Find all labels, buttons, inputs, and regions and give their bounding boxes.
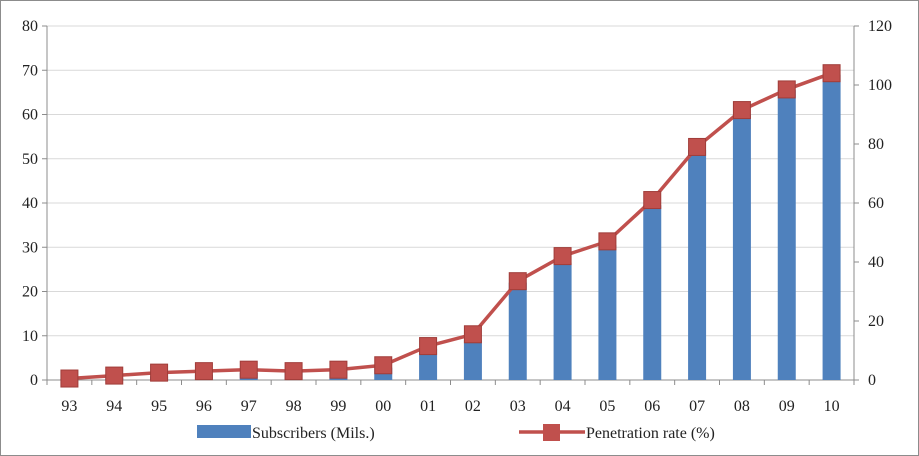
x-axis-tick-label: 94 bbox=[106, 398, 122, 415]
x-axis-tick-label: 06 bbox=[644, 398, 660, 415]
bar-subscribers bbox=[419, 349, 438, 380]
bar-subscribers bbox=[553, 262, 572, 380]
left-axis-tick-label: 20 bbox=[22, 284, 38, 301]
bar-subscribers bbox=[463, 340, 482, 380]
left-axis-tick-label: 70 bbox=[22, 62, 38, 79]
left-axis-tick-label: 50 bbox=[22, 151, 38, 168]
penetration-rate-point bbox=[688, 137, 707, 156]
penetration-rate-point bbox=[643, 191, 662, 210]
bar-series bbox=[60, 74, 841, 381]
axes bbox=[42, 25, 859, 385]
penetration-rate-point bbox=[598, 232, 617, 251]
bar-subscribers bbox=[643, 205, 662, 380]
penetration-rate-point bbox=[822, 64, 841, 83]
left-axis-tick-label: 60 bbox=[22, 107, 38, 124]
x-axis-tick-label: 98 bbox=[286, 398, 302, 415]
bar-subscribers bbox=[598, 245, 617, 380]
legend: Subscribers (Mils.) Penetration rate (%) bbox=[197, 424, 715, 442]
x-axis-tick-label: 07 bbox=[689, 398, 705, 415]
x-axis-tick-label: 95 bbox=[151, 398, 167, 415]
x-axis-tick-label: 10 bbox=[824, 398, 840, 415]
x-axis-tick-label: 01 bbox=[420, 398, 436, 415]
legend-label-subscribers: Subscribers (Mils.) bbox=[252, 425, 375, 442]
penetration-rate-line bbox=[69, 71, 833, 381]
penetration-rate-point bbox=[374, 356, 393, 375]
penetration-rate-point bbox=[60, 369, 79, 388]
left-axis-tick-label: 0 bbox=[30, 372, 38, 389]
x-axis-tick-label: 02 bbox=[465, 398, 481, 415]
penetration-rate-point bbox=[777, 80, 796, 99]
penetration-rate-point bbox=[463, 325, 482, 344]
right-axis-tick-label: 120 bbox=[868, 18, 892, 35]
legend-swatch-penetration-marker bbox=[543, 424, 560, 441]
bar-subscribers bbox=[777, 90, 796, 380]
bar-subscribers bbox=[822, 74, 841, 381]
right-axis-tick-label: 100 bbox=[868, 77, 892, 94]
penetration-rate-point bbox=[105, 366, 124, 385]
right-axis-tick-label: 60 bbox=[868, 195, 884, 212]
penetration-rate-point bbox=[150, 363, 169, 382]
x-axis-tick-label: 09 bbox=[779, 398, 795, 415]
penetration-rate-point bbox=[194, 362, 213, 381]
penetration-rate-point bbox=[239, 360, 258, 379]
left-axis-tick-label: 80 bbox=[22, 18, 38, 35]
right-axis-tick-label: 40 bbox=[868, 254, 884, 271]
right-axis-tick-label: 80 bbox=[868, 136, 884, 153]
bar-subscribers bbox=[508, 282, 527, 380]
line-series bbox=[60, 64, 841, 388]
left-axis-tick-label: 40 bbox=[22, 195, 38, 212]
x-axis-tick-label: 00 bbox=[375, 398, 391, 415]
x-axis-tick-label: 05 bbox=[599, 398, 615, 415]
legend-swatch-subscribers bbox=[197, 425, 251, 438]
bar-subscribers bbox=[688, 149, 707, 380]
penetration-rate-point bbox=[732, 101, 751, 120]
left-axis-tick-label: 10 bbox=[22, 328, 38, 345]
penetration-rate-point bbox=[329, 360, 348, 379]
x-axis-tick-label: 99 bbox=[330, 398, 346, 415]
x-axis-tick-label: 97 bbox=[241, 398, 257, 415]
left-axis-tick-label: 30 bbox=[22, 239, 38, 256]
x-axis-tick-label: 04 bbox=[555, 398, 571, 415]
gridlines bbox=[47, 25, 854, 381]
penetration-rate-point bbox=[553, 247, 572, 266]
right-axis-tick-label: 0 bbox=[868, 372, 876, 389]
x-axis-tick-label: 03 bbox=[510, 398, 526, 415]
x-axis-tick-label: 93 bbox=[61, 398, 77, 415]
x-axis-tick-label: 96 bbox=[196, 398, 212, 415]
legend-label-penetration: Penetration rate (%) bbox=[586, 425, 715, 442]
x-axis-tick-label: 08 bbox=[734, 398, 750, 415]
penetration-rate-point bbox=[419, 337, 438, 356]
penetration-rate-point bbox=[508, 272, 527, 291]
right-axis-tick-label: 20 bbox=[868, 313, 884, 330]
bar-subscribers bbox=[732, 114, 751, 380]
penetration-rate-point bbox=[284, 362, 303, 381]
